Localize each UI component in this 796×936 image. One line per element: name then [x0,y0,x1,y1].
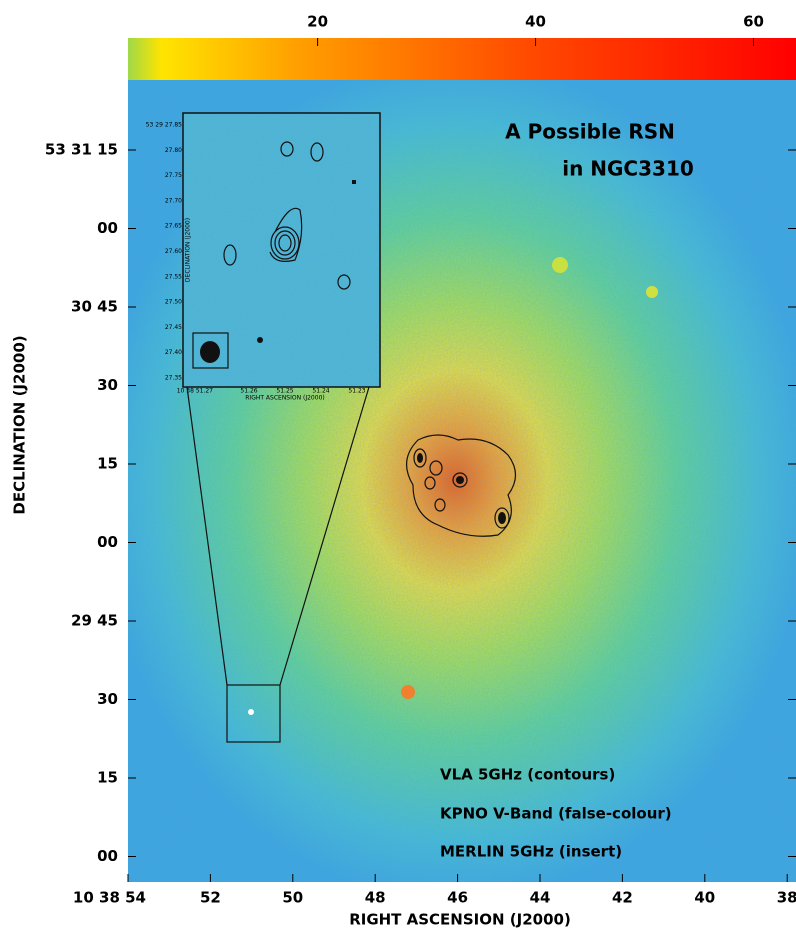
y-tick-label: 15 [97,455,118,473]
title: in NGC3310 [562,157,694,181]
inset-x-tick-label: 10 38 51.27 [177,388,213,395]
inset-y-tick-label: 27.80 [165,147,182,154]
inset-y-tick-label: 27.45 [165,324,182,331]
y-tick-label: 53 31 15 [45,141,118,159]
colorbar-ticks: 20 40 60 [307,13,764,46]
zoom-box [226,684,281,743]
contours [406,434,517,537]
inset-y-tick-label: 27.75 [165,172,182,179]
zoom-line [186,386,228,686]
x-tick-label: 50 [282,889,303,907]
inset-y-label: DECLINATION (J2000) [185,218,192,282]
y-tick-label: 00 [97,533,118,551]
inset-x-tick-label: 51.23 [348,388,365,395]
inset-y-tick-label: 27.55 [165,273,182,280]
y-axis-label: DECLINATION (J2000) [11,335,29,514]
x-tick-label: 10 38 54 [73,889,146,907]
x-tick-label: 52 [200,889,221,907]
y-tick-label: 00 [97,847,118,865]
inset-y-tick-label: 27.65 [165,223,182,230]
x-tick-label: 40 [694,889,715,907]
x-tick-label: 46 [447,889,468,907]
y-tick-label: 30 [97,376,118,394]
x-tick-label: 48 [365,889,386,907]
x-tick-label: 44 [530,889,551,907]
colorbar-tick-label: 60 [743,13,764,31]
legend-entry: VLA 5GHz (contours) [440,766,615,784]
inset-y-tick-label: 27.70 [165,197,182,204]
inset-y-tick-label: 27.35 [165,375,182,382]
x-tick-label: 38 [777,889,796,907]
inset: DECLINATION (J2000) RIGHT ASCENSION (J20… [146,112,381,402]
colorbar [128,38,796,80]
y-tick-label: 00 [97,219,118,237]
contour-cores [417,453,506,524]
legend-entry: KPNO V-Band (false-colour) [440,805,672,823]
source [248,709,254,715]
inset-y-tick-label: 27.60 [165,248,182,255]
x-tick-label: 42 [612,889,633,907]
legend-entry: MERLIN 5GHz (insert) [440,843,622,861]
inset-y-tick-label: 53 29 27.85 [146,122,182,129]
x-axis-label: RIGHT ASCENSION (J2000) [349,911,571,929]
y-tick-label: 30 [97,690,118,708]
inset-x-label: RIGHT ASCENSION (J2000) [245,395,324,402]
colorbar-tick-label: 20 [307,13,328,31]
y-tick-label: 15 [97,769,118,787]
title: A Possible RSN [505,120,675,144]
inset-y-tick-label: 27.40 [165,349,182,356]
inset-y-tick-label: 27.50 [165,299,182,306]
zoom-line [279,386,370,686]
inset-x-tick-label: 51.26 [240,388,257,395]
inset-x-tick-label: 51.24 [312,388,329,395]
y-tick-label: 30 45 [71,298,118,316]
inset-x-tick-label: 51.25 [276,388,293,395]
y-tick-label: 29 45 [71,612,118,630]
colorbar-tick-label: 40 [525,13,546,31]
